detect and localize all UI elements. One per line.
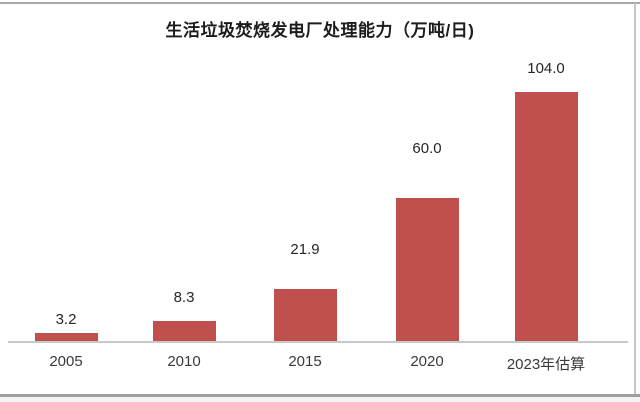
right-border-line [634,3,636,396]
x-tick-label: 2005 [49,353,83,370]
x-tick-label: 2010 [167,353,201,370]
bar-2020 [395,198,459,341]
x-tick-label: 2015 [288,353,322,370]
bar-2010 [152,321,216,341]
bottom-border-line [0,394,640,397]
bar-value-label: 8.3 [173,289,195,306]
x-tick-label: 2020 [410,353,444,370]
x-tick-label: 2023年估算 [506,356,586,373]
top-border-line [0,2,640,4]
bar-value-label: 3.2 [55,311,77,328]
x-axis-line [8,341,628,343]
bar-value-label: 104.0 [527,60,565,77]
chart-title: 生活垃圾焚烧发电厂处理能力（万吨/日) [165,21,475,40]
bar-2023年估算 [514,92,578,341]
below-border-strip [0,397,640,402]
bar-2015 [273,289,337,341]
bar-value-label: 21.9 [290,241,320,258]
bar-value-label: 60.0 [412,140,442,157]
bar-2005 [34,333,98,341]
